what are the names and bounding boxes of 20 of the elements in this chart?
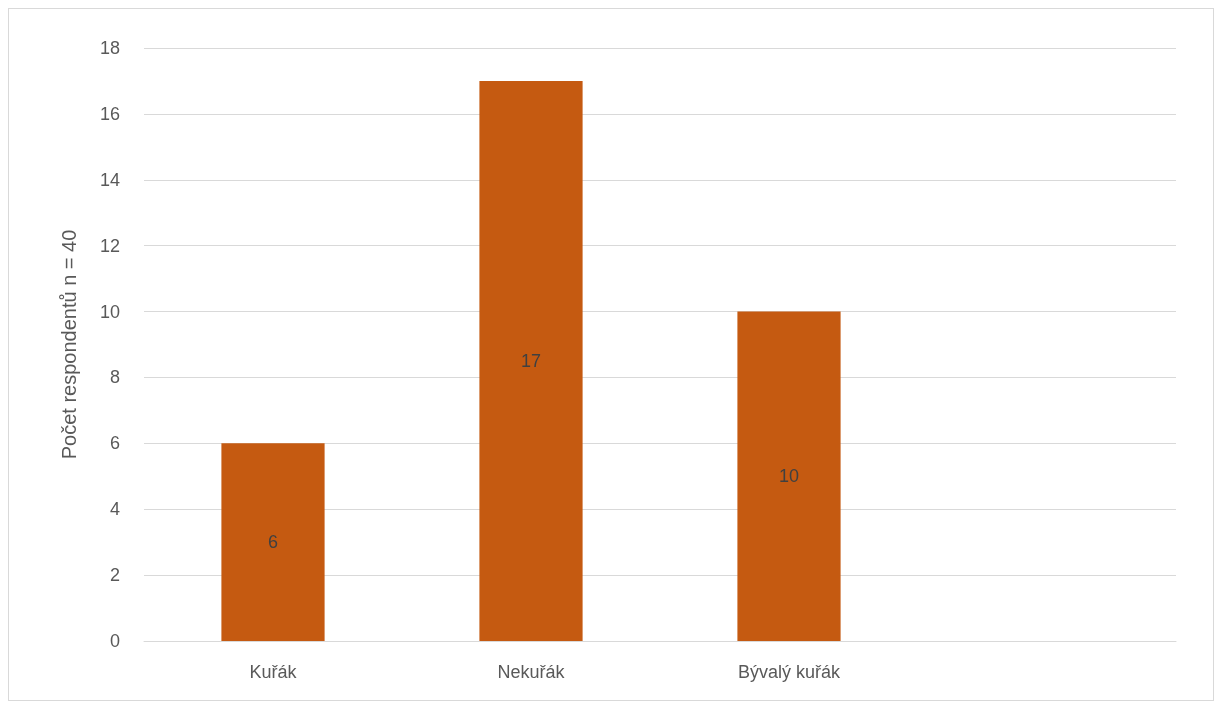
y-tick-label: 8 bbox=[109, 367, 120, 388]
bar bbox=[737, 311, 841, 641]
y-tick-label: 6 bbox=[109, 433, 120, 454]
y-tick-label: 12 bbox=[99, 235, 120, 256]
x-tick-label: Kuřák bbox=[249, 662, 298, 682]
y-tick-label: 14 bbox=[99, 169, 120, 190]
data-label: 10 bbox=[778, 466, 800, 487]
y-tick-label: 4 bbox=[109, 499, 120, 520]
bar bbox=[221, 443, 325, 641]
bar bbox=[479, 80, 583, 641]
x-tick-label: Nekuřák bbox=[497, 662, 566, 682]
data-label: 6 bbox=[267, 532, 279, 553]
y-tick-label: 2 bbox=[109, 565, 120, 586]
y-tick-label: 18 bbox=[99, 38, 120, 58]
x-tick-label: Bývalý kuřák bbox=[737, 662, 842, 682]
y-tick-label: 10 bbox=[99, 301, 120, 322]
y-tick-label: 0 bbox=[109, 631, 120, 651]
data-label: 17 bbox=[520, 350, 542, 371]
y-axis-title: Počet respondentů n = 40 bbox=[58, 229, 80, 460]
y-tick-label: 16 bbox=[99, 103, 120, 124]
